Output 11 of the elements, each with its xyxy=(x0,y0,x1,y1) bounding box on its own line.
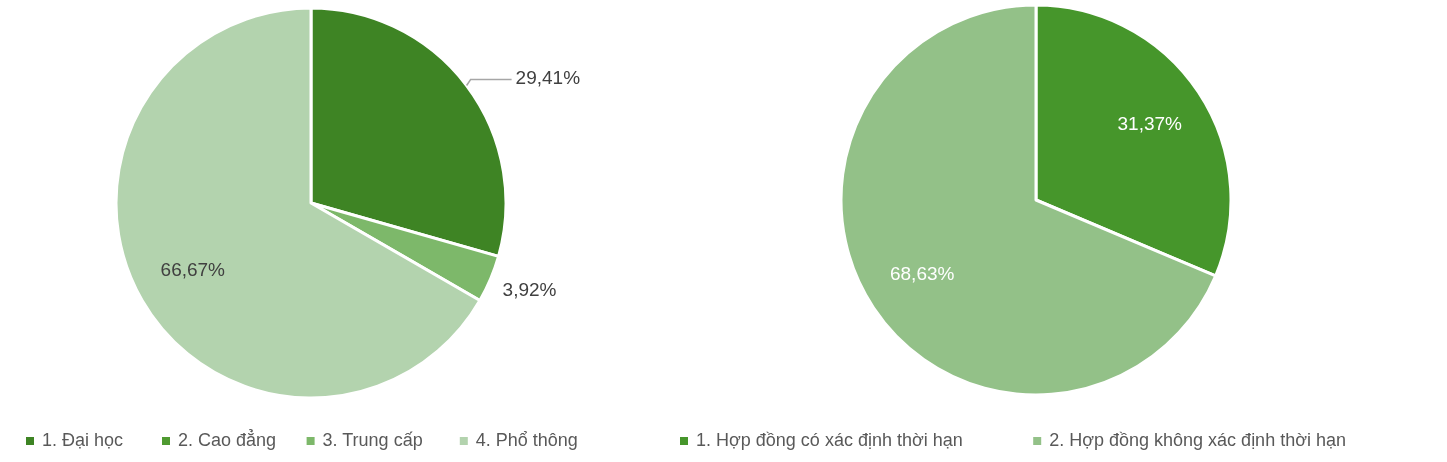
legend-label: 3. Trung cấp xyxy=(322,429,423,450)
data-label: 66,67% xyxy=(160,259,226,281)
legend-label: 2. Cao đẳng xyxy=(178,428,277,450)
legend-label: 1. Hợp đồng có xác định thời hạn xyxy=(696,429,963,450)
data-label: 68,63% xyxy=(889,263,955,285)
legend-label: 4. Phổ thông xyxy=(475,429,578,450)
legend-label: 1. Đại học xyxy=(42,429,124,450)
legend-label: 2. Hợp đồng không xác định thời hạn xyxy=(1049,429,1347,450)
data-label: 29,41% xyxy=(515,67,581,89)
data-label: 3,92% xyxy=(502,279,557,300)
data-label: 31,37% xyxy=(1117,112,1183,134)
